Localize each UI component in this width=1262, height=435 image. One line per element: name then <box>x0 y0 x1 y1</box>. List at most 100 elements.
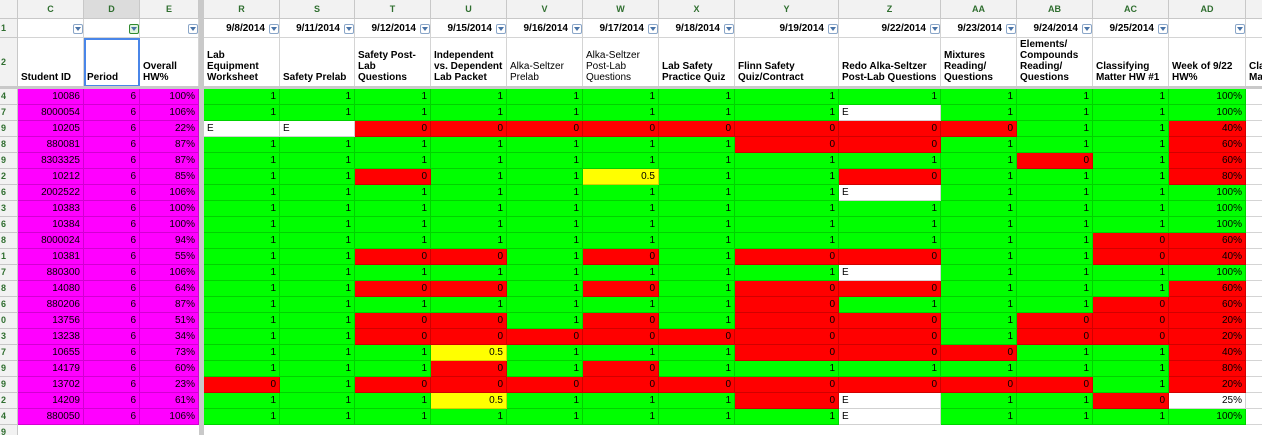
cell: 0 <box>839 137 941 153</box>
filter-button[interactable] <box>572 24 582 34</box>
cell: 1 <box>1017 345 1093 361</box>
cell: 60% <box>1169 297 1246 313</box>
cell: E <box>839 265 941 281</box>
cell: 1 <box>507 393 583 409</box>
row-number: 0 <box>0 313 18 329</box>
cell: 6 <box>84 201 140 217</box>
cell: 0 <box>1093 297 1169 313</box>
filter-button[interactable] <box>269 24 279 34</box>
cell: 0 <box>735 313 839 329</box>
cell: 1 <box>583 409 659 425</box>
filter-button[interactable] <box>496 24 506 34</box>
cell: 0 <box>583 361 659 377</box>
row-number: 7 <box>0 105 18 121</box>
cell: 1 <box>941 393 1017 409</box>
filter-button[interactable] <box>828 24 838 34</box>
column-header: Flinn Safety Quiz/Contract <box>735 38 839 87</box>
cell: 0 <box>1093 313 1169 329</box>
cell: 1 <box>204 89 280 105</box>
cell: 1 <box>735 89 839 105</box>
date-cell: 9/16/2014 <box>507 19 583 38</box>
cell: 1 <box>431 233 507 249</box>
cell: 6 <box>84 297 140 313</box>
filter-button[interactable] <box>648 24 658 34</box>
cell: 1 <box>507 169 583 185</box>
cell: 1 <box>204 233 280 249</box>
cell: 6 <box>84 281 140 297</box>
date-cell: 9/18/2014 <box>659 19 735 38</box>
row-number: 8 <box>0 281 18 297</box>
date-cell: 9/24/2014 <box>1017 19 1093 38</box>
cell: 10381 <box>18 249 84 265</box>
row-number: 7 <box>0 345 18 361</box>
cell <box>1246 89 1262 105</box>
row-number: 6 <box>0 185 18 201</box>
cell: 20% <box>1169 313 1246 329</box>
filter-button[interactable] <box>1006 24 1016 34</box>
filter-button[interactable] <box>1235 24 1245 34</box>
filter-button[interactable] <box>724 24 734 34</box>
row-number: 1 <box>0 249 18 265</box>
cell: 1 <box>583 265 659 281</box>
filter-button[interactable] <box>73 24 83 34</box>
cell: 0 <box>1093 249 1169 265</box>
cell: 0 <box>355 313 431 329</box>
row-number: 6 <box>0 217 18 233</box>
cell: E <box>839 185 941 201</box>
cell: 1 <box>280 313 355 329</box>
cell <box>1246 329 1262 345</box>
cell: 60% <box>1169 233 1246 249</box>
column-header: Mixtures Reading/ Questions <box>941 38 1017 87</box>
cell: 1 <box>204 297 280 313</box>
cell: 0 <box>431 377 507 393</box>
cell: 1 <box>659 185 735 201</box>
filter-button[interactable] <box>1082 24 1092 34</box>
cell: 1 <box>583 233 659 249</box>
cell: 1 <box>1017 409 1093 425</box>
cell: 6 <box>84 217 140 233</box>
cell: 0 <box>735 249 839 265</box>
filter-button[interactable] <box>344 24 354 34</box>
cell: 0.5 <box>431 345 507 361</box>
cell: 1 <box>1017 297 1093 313</box>
cell: 1 <box>1093 153 1169 169</box>
cell: 0 <box>735 377 839 393</box>
cell: 1 <box>735 185 839 201</box>
cell: 1 <box>355 217 431 233</box>
cell: 0 <box>1017 313 1093 329</box>
cell <box>84 19 140 38</box>
cell: 0 <box>735 121 839 137</box>
cell <box>18 19 84 38</box>
cell: 1 <box>941 185 1017 201</box>
filter-button[interactable] <box>1158 24 1168 34</box>
column-header: Safety Post-Lab Questions <box>355 38 431 87</box>
filter-button[interactable] <box>420 24 430 34</box>
filter-button[interactable] <box>188 24 198 34</box>
column-header: Alka-Seltzer Prelab <box>507 38 583 87</box>
column-letter: V <box>507 0 583 19</box>
cell: 0 <box>839 377 941 393</box>
frozen-divider <box>199 0 204 435</box>
filter-button[interactable] <box>129 24 139 34</box>
row-number: 4 <box>0 409 18 425</box>
cell: 0 <box>355 121 431 137</box>
cell: 0 <box>431 249 507 265</box>
cell: 1 <box>204 153 280 169</box>
date-cell <box>1169 19 1246 38</box>
cell: 80% <box>1169 169 1246 185</box>
cell: 1 <box>204 105 280 121</box>
cell: 1 <box>204 329 280 345</box>
cell: 1 <box>659 393 735 409</box>
cell: 1 <box>583 393 659 409</box>
cell: 1 <box>659 265 735 281</box>
cell: 1 <box>431 137 507 153</box>
cell: 1 <box>583 345 659 361</box>
cell: 0 <box>1017 329 1093 345</box>
cell: 0 <box>839 345 941 361</box>
filter-button[interactable] <box>930 24 940 34</box>
cell: 0 <box>1017 153 1093 169</box>
cell: 1 <box>355 185 431 201</box>
cell: 1 <box>280 169 355 185</box>
cell: 1 <box>1093 217 1169 233</box>
